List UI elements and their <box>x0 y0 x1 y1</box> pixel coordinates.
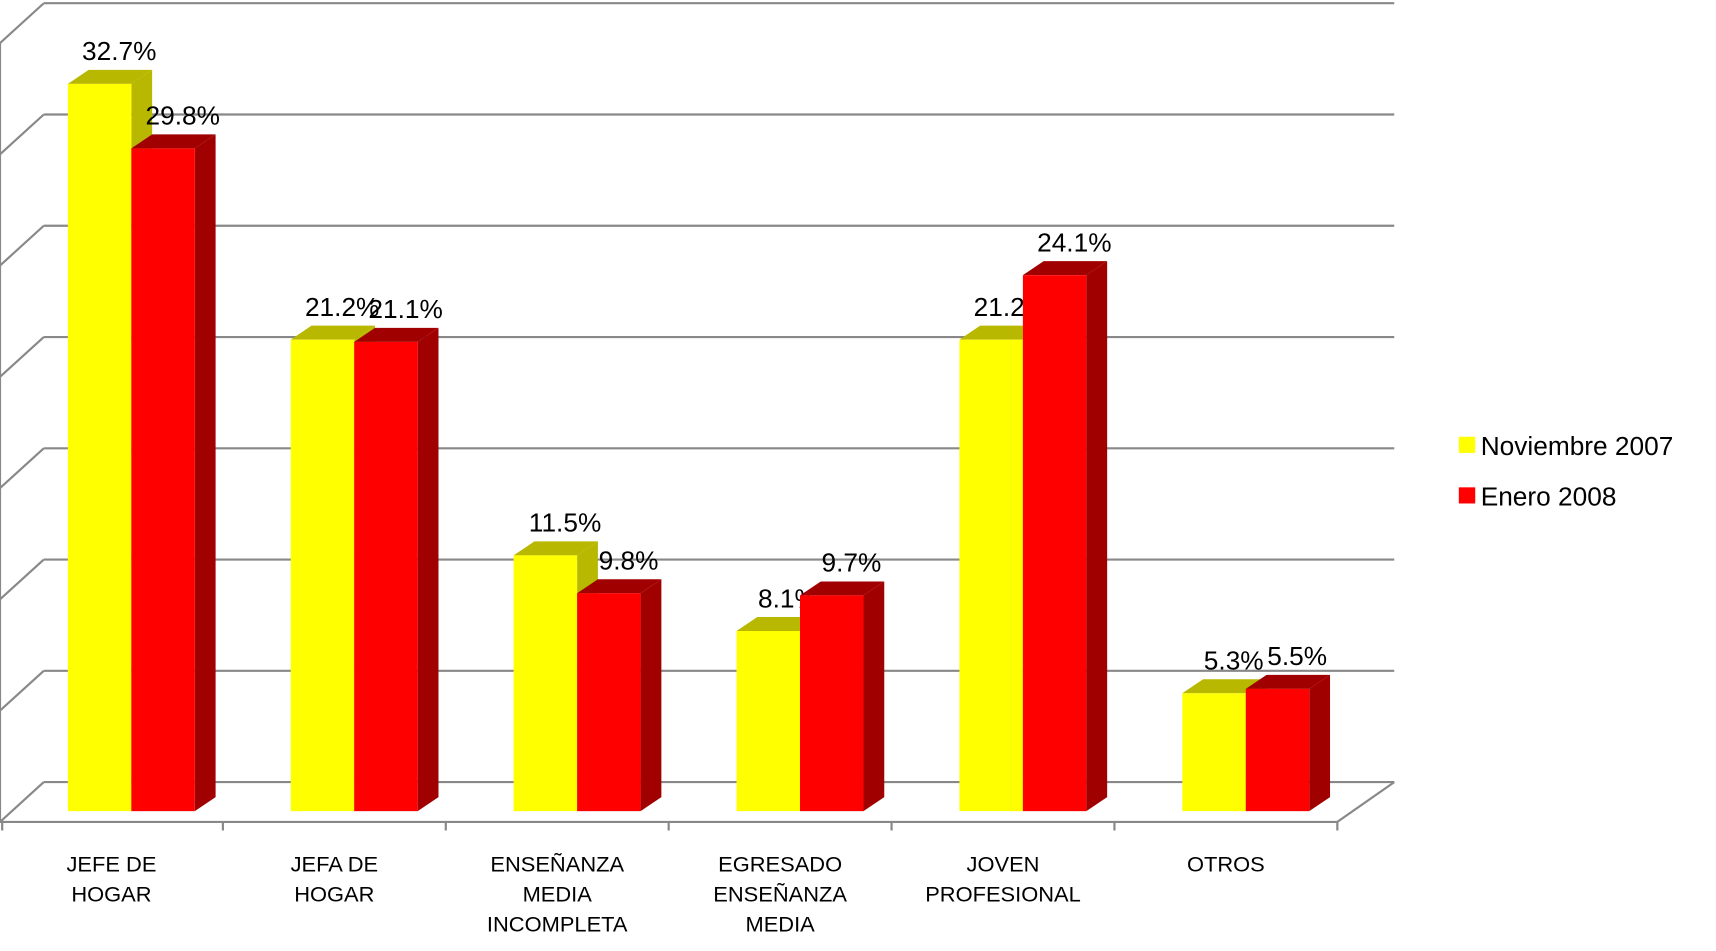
bar-top <box>290 325 376 340</box>
bar-top <box>354 327 439 342</box>
wall-line <box>0 781 45 823</box>
value-label: 5.5% <box>1267 641 1327 671</box>
x-tick-label: JEFE DE <box>66 852 156 877</box>
bar-side <box>1309 674 1331 812</box>
wall-line <box>0 670 45 712</box>
bar-front <box>290 339 355 812</box>
bar-top <box>67 69 153 84</box>
bar-side <box>640 579 662 812</box>
value-label: 32.7% <box>82 36 156 66</box>
value-label: 9.7% <box>822 548 882 578</box>
wall-line <box>0 447 45 489</box>
x-tick-label: EGRESADO <box>718 852 842 877</box>
bar-front <box>577 593 641 812</box>
bar-top <box>959 325 1044 340</box>
bar-top <box>1182 679 1267 694</box>
x-tick-label: ENSEÑANZA <box>713 882 847 907</box>
x-tick-label: MEDIA <box>745 912 815 937</box>
value-label: 21.2% <box>305 292 379 322</box>
wall-line <box>0 113 45 156</box>
value-label: 24.1% <box>1037 228 1111 258</box>
bar-top <box>131 134 216 149</box>
bar-front <box>1245 688 1310 812</box>
x-tick-label: JEFA DE <box>291 852 379 877</box>
bar-front <box>959 339 1023 812</box>
bar-top <box>799 581 885 596</box>
x-tick-label: PROFESIONAL <box>925 882 1081 907</box>
bar <box>799 581 885 812</box>
wall-line <box>0 2 45 44</box>
bar-top <box>736 617 821 632</box>
value-label: 29.8% <box>146 101 220 131</box>
x-tick-label: HOGAR <box>294 882 374 907</box>
bar <box>131 134 216 812</box>
x-tick-label: MEDIA <box>523 882 593 907</box>
floor-right <box>1336 781 1395 823</box>
bar-front <box>131 148 195 812</box>
x-tick-label: INCOMPLETA <box>487 912 628 937</box>
bar <box>1022 261 1108 812</box>
bar-front <box>67 83 132 812</box>
value-label: 11.5% <box>529 508 602 538</box>
legend-label: Enero 2008 <box>1481 482 1617 512</box>
bar-front <box>1182 693 1246 812</box>
x-tick-label: HOGAR <box>71 882 151 907</box>
wall-line <box>0 558 45 601</box>
x-tick-label: OTROS <box>1187 852 1265 877</box>
value-label: 5.3% <box>1204 646 1264 676</box>
bar-side <box>417 327 439 812</box>
bar-front <box>513 555 578 812</box>
bar-front <box>1022 275 1087 812</box>
legend-swatch <box>1458 487 1476 504</box>
bar-front <box>354 341 418 812</box>
bar-top <box>1245 674 1331 689</box>
bar <box>1245 674 1331 812</box>
bar-side <box>1086 261 1108 812</box>
wall-line <box>0 336 45 378</box>
bar-top <box>577 579 662 594</box>
bar-side <box>194 134 216 812</box>
bar <box>577 579 662 812</box>
value-label: 21.1% <box>368 294 442 324</box>
x-tick-label: JOVEN <box>967 852 1040 877</box>
bar <box>354 327 439 812</box>
legend-swatch <box>1458 436 1476 453</box>
bar-front <box>736 631 800 812</box>
wall-line <box>0 224 45 267</box>
value-label: 9.8% <box>599 546 659 576</box>
bar-side <box>863 581 885 812</box>
bar-top <box>1022 261 1108 276</box>
legend-label: Noviembre 2007 <box>1481 431 1674 461</box>
bar-front <box>799 595 864 812</box>
x-tick-label: ENSEÑANZA <box>490 852 624 877</box>
bar-top <box>513 541 598 556</box>
